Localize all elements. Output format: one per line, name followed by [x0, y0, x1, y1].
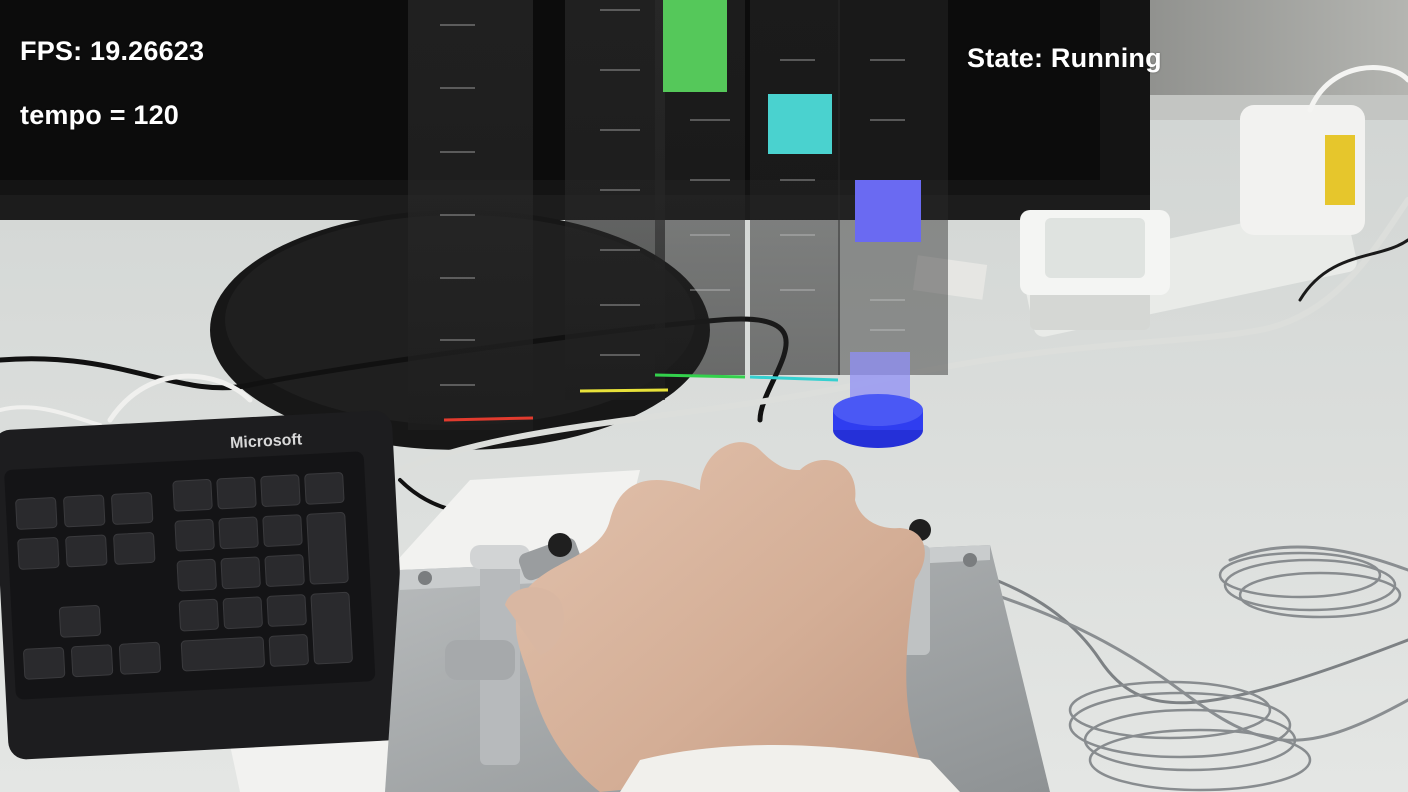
coiled-cables: [1068, 551, 1402, 792]
fps-readout: FPS: 19.26623: [20, 36, 204, 67]
cubicle-wall: [1130, 0, 1408, 110]
hit-line-cyan: [749, 375, 839, 382]
fps-value: 19.26623: [90, 36, 205, 66]
hit-line-yellow: [579, 388, 669, 393]
target-puck: [833, 394, 923, 448]
fps-label: FPS:: [20, 36, 83, 66]
power-strip: [912, 105, 1365, 337]
keyboard-brand-label: Microsoft: [230, 431, 303, 452]
note-block-green: [663, 0, 727, 92]
state-value: Running: [1050, 43, 1162, 73]
note-block-blue: [855, 180, 921, 242]
tempo-readout: tempo = 120: [20, 100, 180, 130]
state-label: State:: [967, 43, 1044, 73]
state-readout: State: Running: [967, 43, 1162, 74]
keyboard: Microsoft: [0, 410, 408, 760]
lane-cyan: [750, 0, 840, 375]
note-block-cyan: [768, 94, 832, 154]
lane-yellow: [565, 0, 665, 400]
user-hand: [505, 442, 960, 792]
hit-line-red: [443, 416, 534, 422]
hit-line-green: [654, 373, 746, 379]
